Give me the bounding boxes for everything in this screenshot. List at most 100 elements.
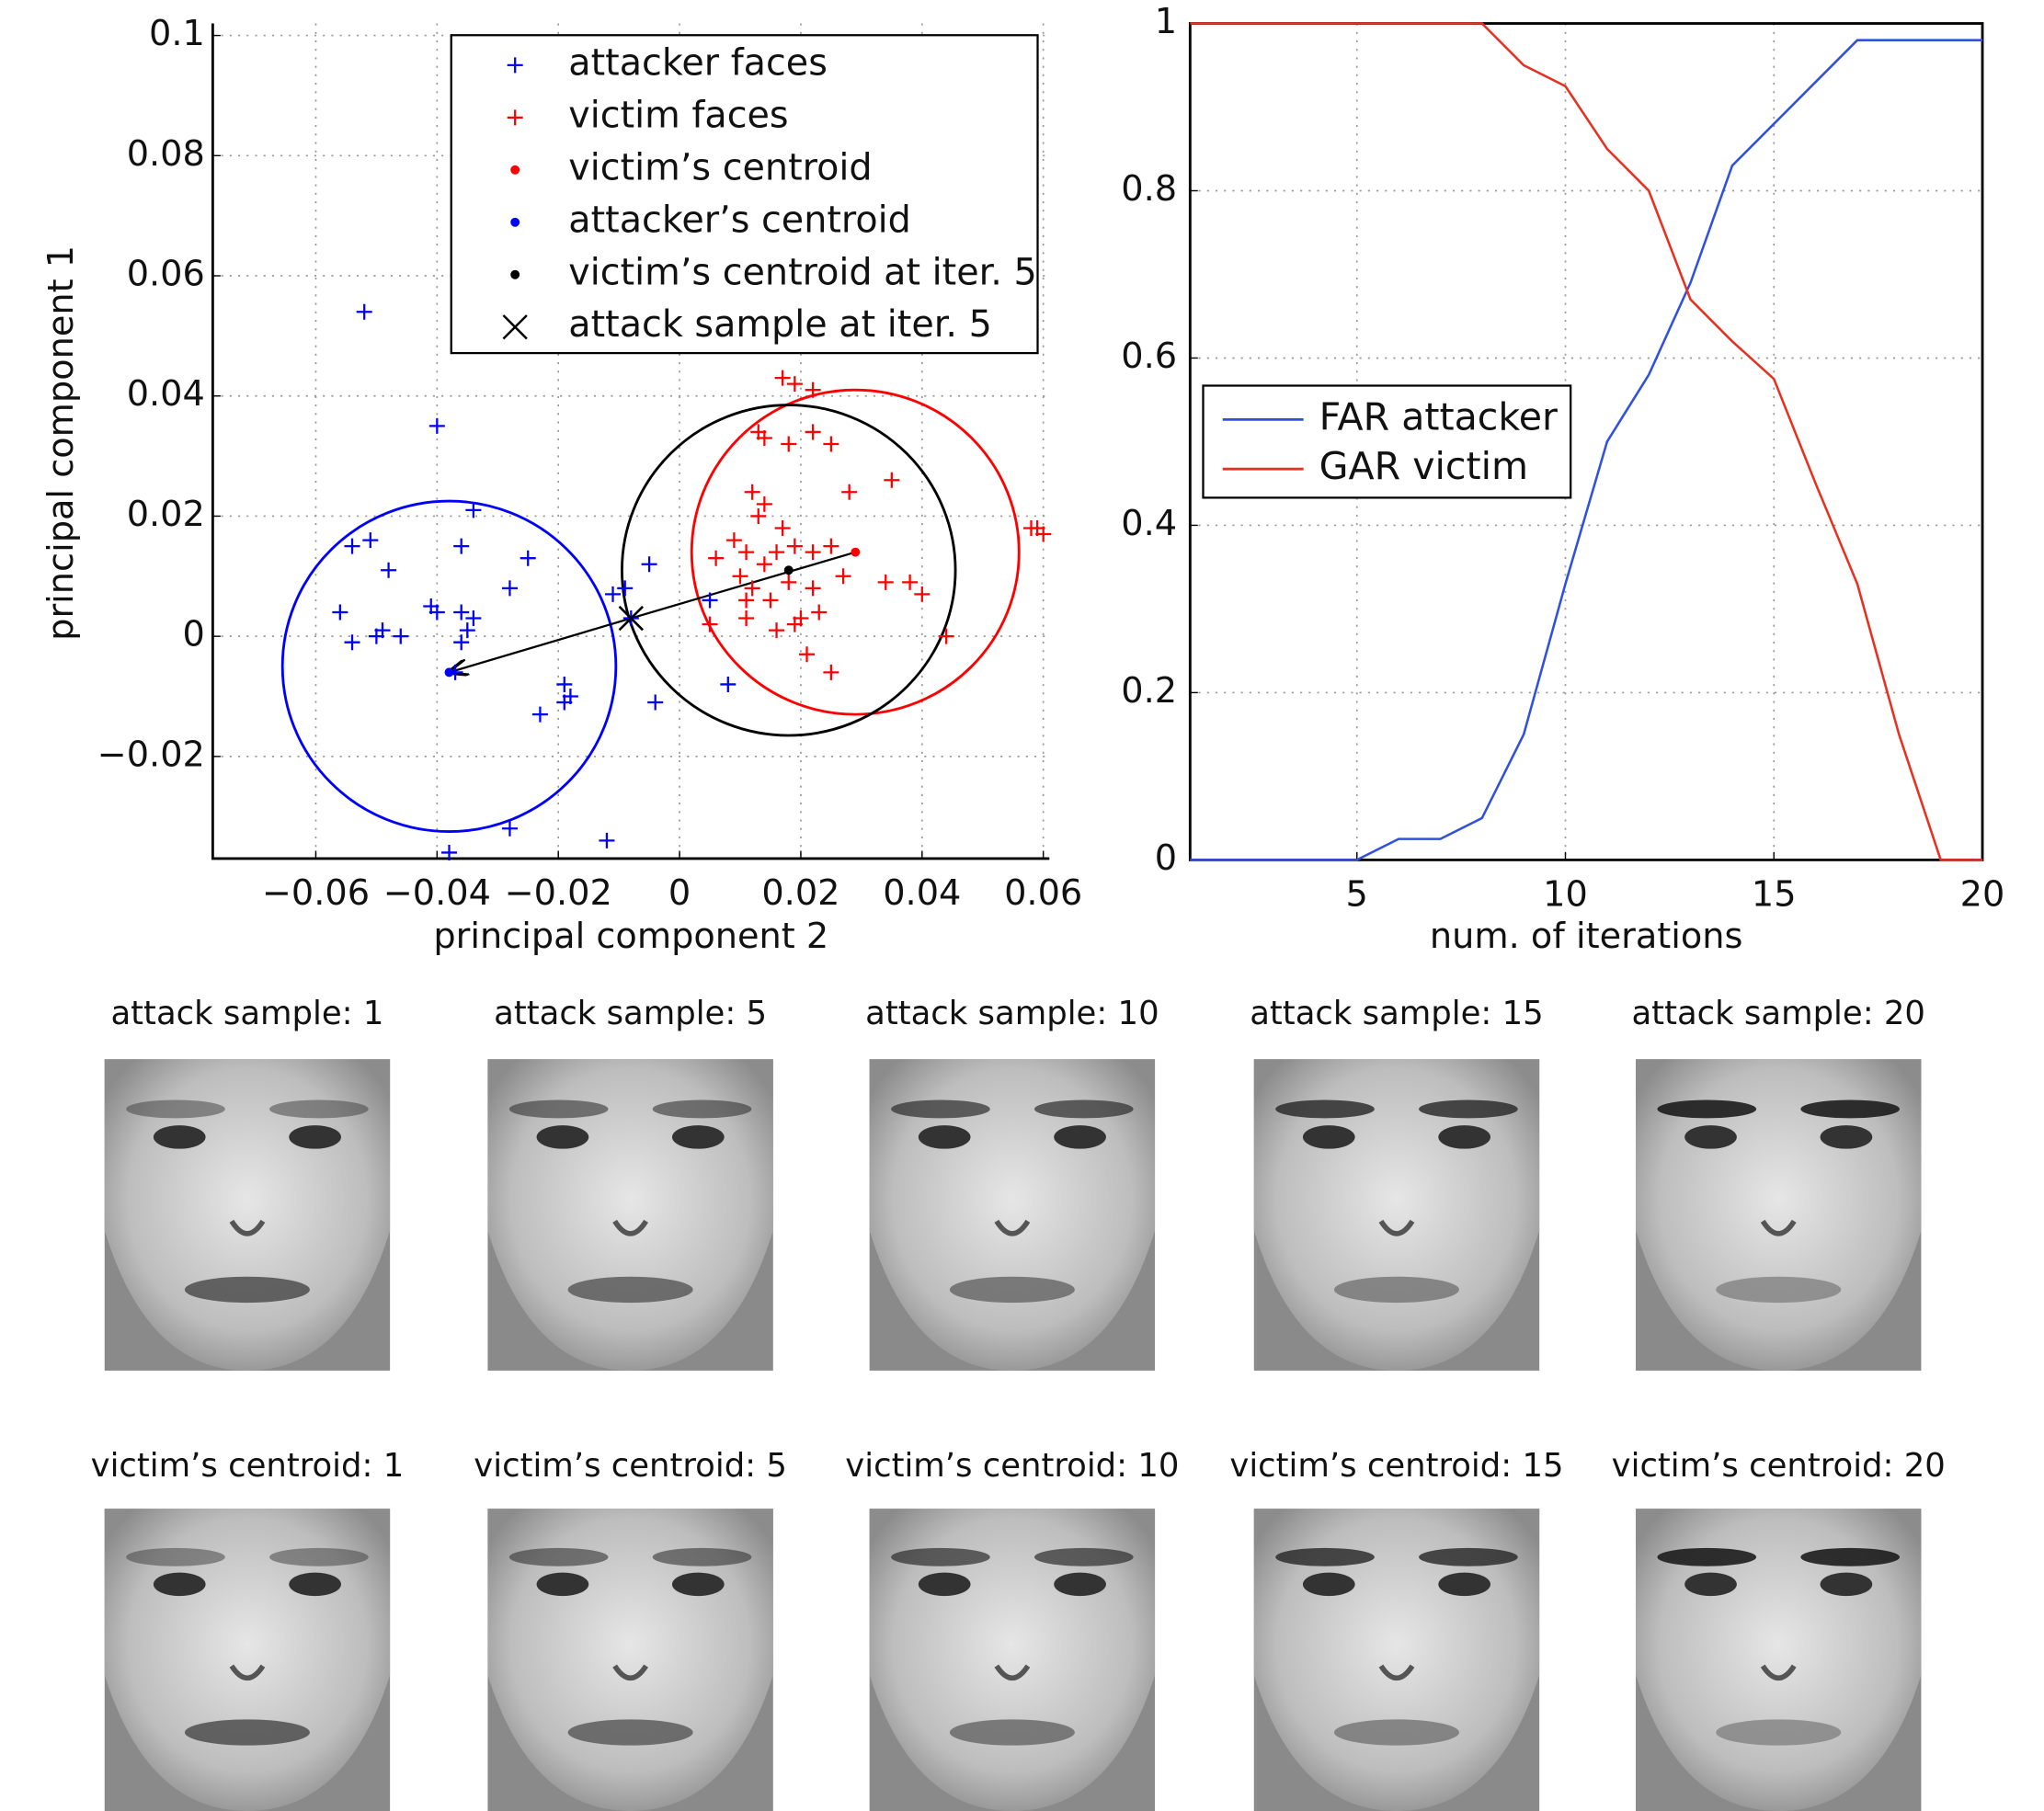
legend-label: FAR attacker: [1319, 394, 1558, 439]
data-point: [823, 538, 839, 554]
data-point: [599, 832, 615, 849]
y-tick-label: 0.08: [127, 133, 205, 175]
eye: [918, 1572, 971, 1597]
nose: [229, 1219, 266, 1236]
y-tick-label: 0: [183, 614, 205, 655]
x-tick-label: 0.02: [761, 872, 839, 914]
nose: [1760, 1664, 1797, 1681]
legend-label: victim’s centroid: [568, 146, 872, 188]
data-point: [453, 538, 470, 554]
data-point: [453, 634, 470, 651]
data-point: [556, 676, 573, 692]
legend-label: attacker’s centroid: [568, 199, 911, 241]
data-point: [465, 610, 482, 627]
y-tick-label: 0: [1155, 837, 1177, 879]
eye: [671, 1125, 725, 1149]
data-point: [374, 622, 391, 639]
eye: [153, 1572, 206, 1597]
brow: [1657, 1547, 1757, 1566]
brow: [1419, 1099, 1518, 1119]
legend-label: GAR victim: [1319, 444, 1528, 488]
eye: [1820, 1572, 1873, 1597]
data-point: [769, 622, 785, 639]
x-tick-label: 20: [1960, 874, 2005, 916]
data-point: [732, 568, 748, 585]
y-axis-label: principal component 1: [40, 245, 82, 641]
data-point: [647, 694, 664, 711]
legend-label: victim’s centroid at iter. 5: [568, 251, 1036, 293]
y-tick-label: 0.2: [1121, 670, 1177, 712]
nose: [612, 1664, 648, 1681]
legend-marker: [507, 57, 523, 74]
x-tick-label: 10: [1543, 874, 1588, 916]
eye: [1302, 1572, 1355, 1597]
brow: [126, 1099, 225, 1119]
mouth: [1333, 1719, 1459, 1746]
x-tick-label: 0.04: [883, 872, 961, 914]
data-point: [738, 610, 755, 627]
x-axis-label: principal component 2: [433, 916, 828, 957]
data-point: [459, 622, 475, 639]
y-tick-label: 0.02: [127, 494, 205, 535]
data-point: [786, 616, 803, 632]
mouth: [1716, 1719, 1842, 1746]
brow: [652, 1547, 752, 1566]
data-point: [835, 568, 851, 585]
data-point: [444, 667, 454, 678]
data-point: [1035, 526, 1052, 542]
data-point: [344, 538, 360, 554]
data-point: [851, 547, 861, 557]
data-point: [356, 303, 372, 320]
mouth: [1716, 1276, 1842, 1304]
mouth: [184, 1719, 310, 1746]
face-image: [104, 1059, 391, 1371]
eye: [536, 1572, 589, 1597]
data-point: [702, 592, 718, 609]
y-tick-label: 0.06: [127, 254, 205, 295]
mouth: [567, 1276, 693, 1304]
brow: [1033, 1547, 1134, 1566]
nose: [1760, 1219, 1797, 1236]
data-point: [841, 484, 858, 500]
data-point: [738, 544, 755, 561]
mouth: [949, 1276, 1075, 1304]
nose: [229, 1664, 266, 1681]
x-tick-label: −0.06: [262, 872, 370, 914]
data-point: [786, 538, 803, 554]
mouth: [184, 1276, 310, 1304]
circle: [280, 499, 618, 833]
data-point: [823, 436, 839, 452]
data-point: [756, 429, 772, 446]
axis-line: [211, 23, 1050, 860]
data-point: [605, 586, 622, 602]
image-title: victim’s centroid: 5: [474, 1447, 787, 1485]
nose: [994, 1664, 1031, 1681]
axis-box: [1188, 22, 1984, 861]
y-tick-label: 0.4: [1121, 503, 1177, 544]
legend-box: [1202, 384, 1572, 499]
data-point: [702, 616, 718, 632]
image-title: attack sample: 15: [1250, 995, 1544, 1032]
data-point: [725, 532, 742, 549]
eye: [1438, 1572, 1491, 1597]
data-point: [708, 550, 725, 566]
eye: [1684, 1125, 1737, 1149]
legend-marker: [510, 217, 520, 227]
image-title: attack sample: 20: [1631, 995, 1925, 1032]
data-point: [720, 676, 737, 692]
brow: [1275, 1547, 1375, 1566]
eye: [1302, 1125, 1355, 1149]
face-image: [1636, 1509, 1922, 1811]
arrow: [630, 551, 856, 620]
data-point: [520, 550, 536, 566]
brow: [891, 1547, 990, 1566]
y-tick-label: −0.02: [97, 734, 205, 775]
brow: [508, 1099, 609, 1119]
legend-marker: [507, 109, 523, 126]
brow: [1800, 1547, 1901, 1566]
eye: [1054, 1125, 1106, 1149]
data-point: [332, 604, 348, 621]
brow: [508, 1547, 609, 1566]
eye: [918, 1125, 971, 1149]
